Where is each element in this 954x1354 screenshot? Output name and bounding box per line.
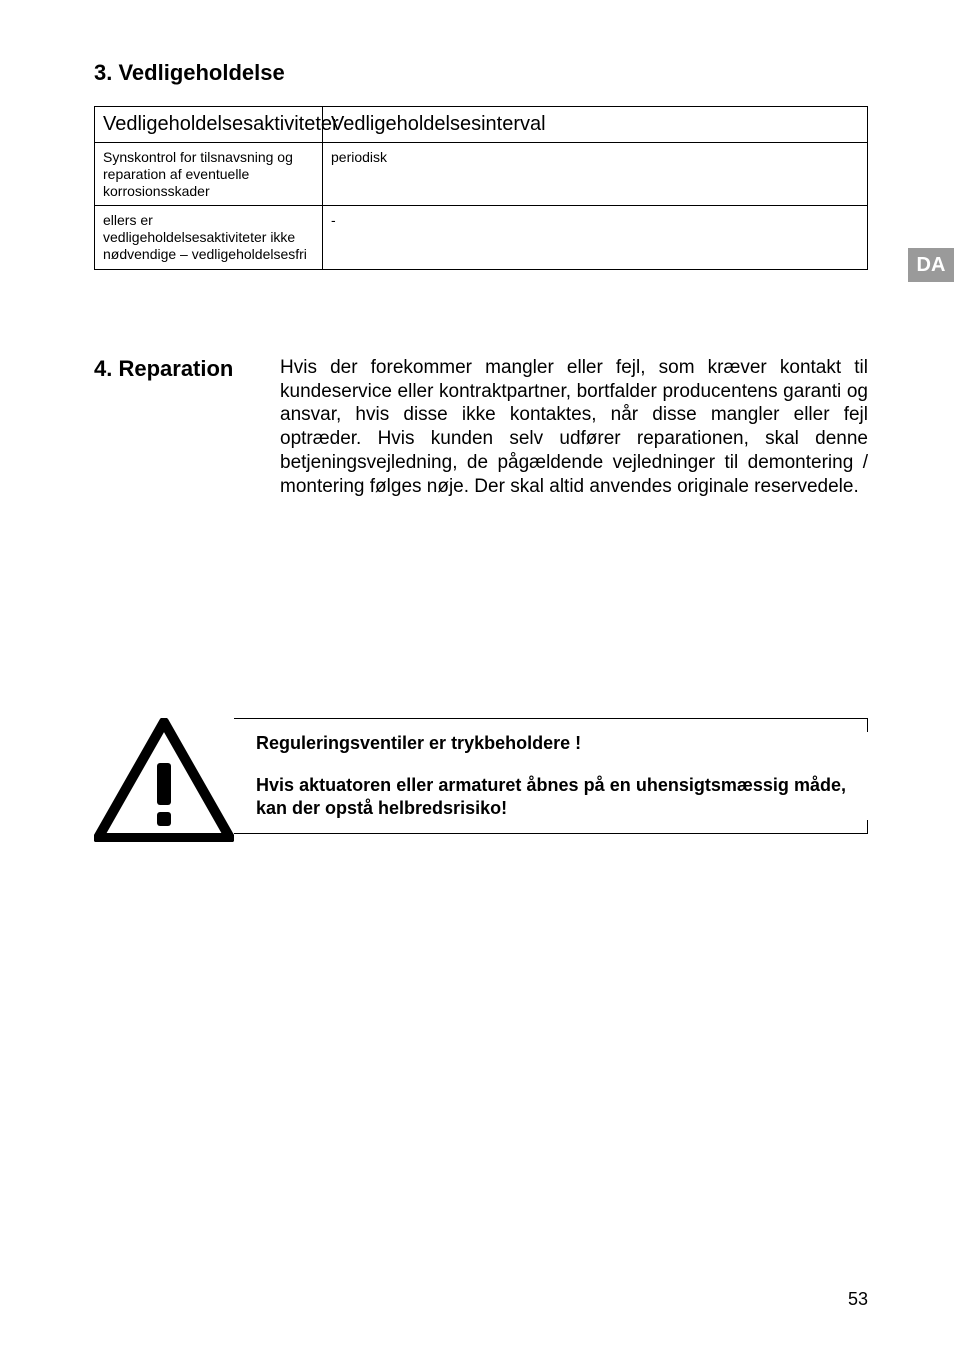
table-header-row: Vedligeholdelsesaktiviteter Vedligeholde… [95,107,868,143]
section4-title: 4. Reparation [94,356,244,382]
page-number: 53 [848,1289,868,1310]
section3-title: 3. Vedligeholdelse [94,60,868,86]
table-header-activities: Vedligeholdelsesaktiviteter [95,107,323,143]
table-row: ellers er vedligeholdelsesaktiviteter ik… [95,206,868,269]
table-cell: - [323,206,868,269]
table-header-interval: Vedligeholdelsesinterval [323,107,868,143]
warning-icon [94,718,234,847]
maintenance-table: Vedligeholdelsesaktiviteter Vedligeholde… [94,106,868,270]
language-tab: DA [908,248,954,282]
table-cell: Synskontrol for tilsnavsning og reparati… [95,143,323,206]
warning-block: Reguleringsventiler er trykbeholdere ! H… [94,718,868,847]
table-cell: periodisk [323,143,868,206]
table-row: Synskontrol for tilsnavsning og reparati… [95,143,868,206]
table-cell: ellers er vedligeholdelsesaktiviteter ik… [95,206,323,269]
warning-line2: Hvis aktuatoren eller armaturet åbnes på… [256,774,846,821]
warning-line1: Reguleringsventiler er trykbeholdere ! [256,732,846,755]
section4-body: Hvis der forekommer mangler eller fejl, … [280,356,868,499]
warning-text: Reguleringsventiler er trykbeholdere ! H… [252,718,868,834]
